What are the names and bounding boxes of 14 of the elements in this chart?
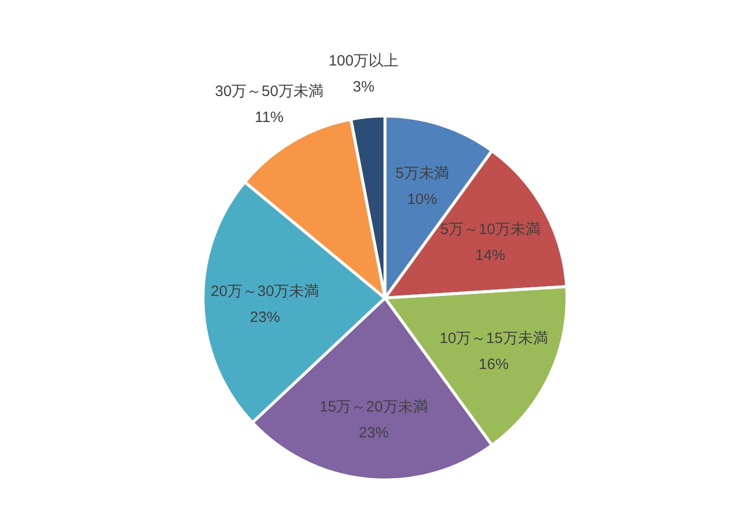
data-label: 23% bbox=[250, 308, 280, 326]
slice-label: 20万～30万未満 bbox=[210, 282, 320, 300]
slice-label: 10万～15万未満 bbox=[440, 330, 548, 348]
slice-label: 30万～50万未満 bbox=[215, 83, 324, 100]
slice-label: 5万未満 bbox=[395, 164, 449, 182]
data-label: 10% bbox=[407, 190, 438, 208]
data-label: 11% bbox=[254, 109, 284, 126]
slice-label: 15万～20万未満 bbox=[320, 398, 428, 416]
data-label: 14% bbox=[475, 247, 506, 264]
slice-label: 100万以上 bbox=[328, 52, 399, 70]
slice-label: 5万～10万未満 bbox=[440, 221, 540, 238]
data-label: 16% bbox=[478, 356, 509, 374]
data-label: 23% bbox=[358, 424, 389, 442]
data-label: 3% bbox=[352, 78, 374, 96]
